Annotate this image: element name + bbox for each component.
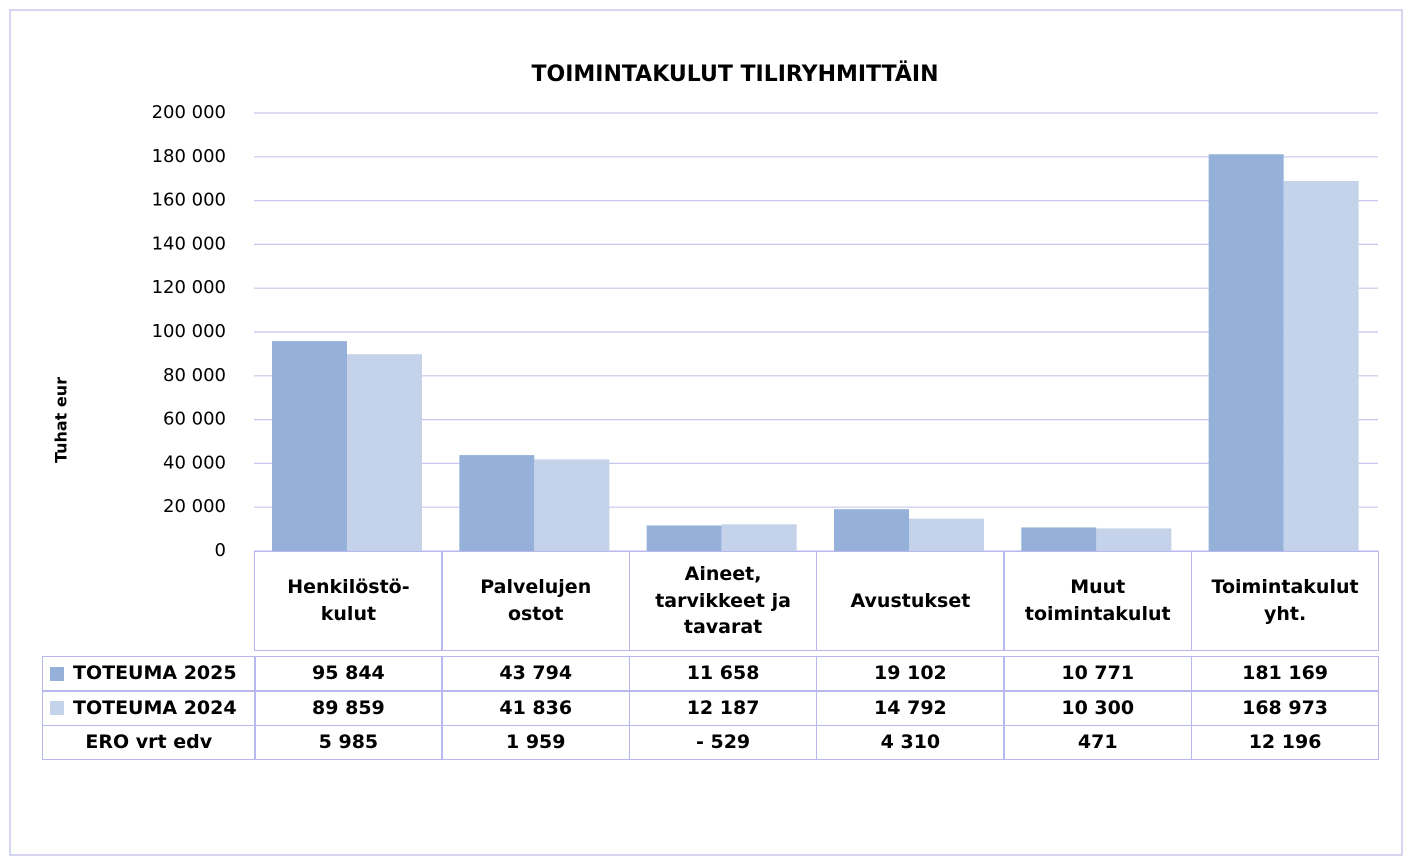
chart-frame bbox=[9, 9, 1403, 856]
table-value: 89 859 bbox=[254, 690, 443, 726]
table-value: 181 169 bbox=[1190, 656, 1380, 691]
table-value: 1 959 bbox=[441, 725, 631, 760]
category-label: Muut toimintakulut bbox=[1003, 551, 1193, 651]
table-value: 11 658 bbox=[628, 656, 818, 691]
category-label: Avustukset bbox=[816, 551, 1005, 651]
chart-title: TOIMINTAKULUT TILIRYHMITTÄIN bbox=[532, 61, 939, 87]
bar bbox=[834, 509, 909, 551]
y-tick-label: 0 bbox=[215, 540, 226, 561]
y-tick-label: 40 000 bbox=[163, 452, 226, 473]
y-tick-label: 200 000 bbox=[152, 102, 226, 123]
y-tick-label: 100 000 bbox=[152, 321, 226, 342]
bar bbox=[1208, 154, 1284, 552]
category-label: Henkilöstö- kulut bbox=[254, 551, 443, 651]
table-value: 4 310 bbox=[816, 725, 1005, 760]
category-label: Toimintakulut yht. bbox=[1190, 551, 1380, 651]
table-value: 168 973 bbox=[1190, 690, 1380, 726]
y-tick-label: 60 000 bbox=[163, 409, 226, 430]
table-value: 10 771 bbox=[1003, 656, 1193, 691]
table-value: 12 196 bbox=[1190, 725, 1380, 760]
legend-key bbox=[50, 701, 64, 715]
table-value: 5 985 bbox=[254, 725, 443, 760]
bar bbox=[347, 354, 422, 551]
bar bbox=[272, 341, 347, 551]
legend-key bbox=[50, 666, 64, 681]
table-value: 10 300 bbox=[1003, 690, 1193, 726]
row-header: TOTEUMA 2024 bbox=[42, 690, 256, 726]
row-header: TOTEUMA 2025 bbox=[42, 656, 256, 691]
y-tick-label: 180 000 bbox=[152, 146, 226, 167]
y-axis-label: Tuhat eur bbox=[52, 377, 71, 463]
bar bbox=[1021, 527, 1097, 551]
table-value: 19 102 bbox=[816, 656, 1005, 691]
bar bbox=[534, 459, 610, 551]
row-header: ERO vrt edv bbox=[42, 725, 256, 760]
bar bbox=[1283, 180, 1359, 551]
bar bbox=[1096, 528, 1172, 551]
category-label: Aineet, tarvikkeet ja tavarat bbox=[628, 551, 818, 651]
table-value: - 529 bbox=[628, 725, 818, 760]
bar bbox=[721, 524, 797, 551]
bar bbox=[459, 455, 535, 551]
y-tick-label: 80 000 bbox=[163, 365, 226, 386]
y-tick-label: 20 000 bbox=[163, 496, 226, 517]
bar bbox=[909, 518, 984, 551]
bar bbox=[646, 525, 722, 551]
table-value: 12 187 bbox=[628, 690, 818, 726]
y-tick-label: 160 000 bbox=[152, 190, 226, 211]
category-label: Palvelujen ostot bbox=[441, 551, 631, 651]
table-value: 95 844 bbox=[254, 656, 443, 691]
table-value: 471 bbox=[1003, 725, 1193, 760]
y-tick-label: 120 000 bbox=[152, 277, 226, 298]
table-value: 41 836 bbox=[441, 690, 631, 726]
table-value: 14 792 bbox=[816, 690, 1005, 726]
y-tick-label: 140 000 bbox=[152, 233, 226, 254]
table-value: 43 794 bbox=[441, 656, 631, 691]
